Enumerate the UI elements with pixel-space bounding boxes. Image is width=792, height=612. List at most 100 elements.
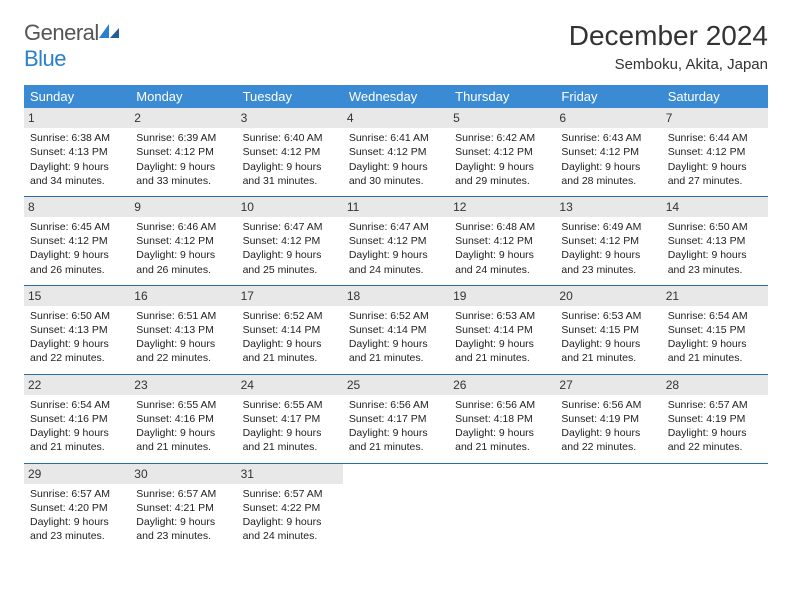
day-cell: 30Sunrise: 6:57 AMSunset: 4:21 PMDayligh… <box>130 463 236 551</box>
daylight-text: Daylight: 9 hours <box>136 426 230 440</box>
daylight-text: Daylight: 9 hours <box>455 337 549 351</box>
daylight-text: Daylight: 9 hours <box>668 426 762 440</box>
sunset-text: Sunset: 4:21 PM <box>136 501 230 515</box>
logo-part2: Blue <box>24 46 66 71</box>
day-number: 22 <box>24 375 130 395</box>
dow-sun: Sunday <box>24 85 130 108</box>
daylight-text: Daylight: 9 hours <box>243 160 337 174</box>
day-number: 25 <box>343 375 449 395</box>
week-row: 22Sunrise: 6:54 AMSunset: 4:16 PMDayligh… <box>24 374 768 463</box>
daylight-text: and 26 minutes. <box>30 263 124 277</box>
day-cell: 16 Sunrise: 6:51 AMSunset: 4:13 PMDayligh… <box>130 285 236 374</box>
day-cell: 23Sunrise: 6:55 AMSunset: 4:16 PMDayligh… <box>130 374 236 463</box>
daylight-text: Daylight: 9 hours <box>349 160 443 174</box>
daylight-text: Daylight: 9 hours <box>668 160 762 174</box>
daylight-text: Daylight: 9 hours <box>136 515 230 529</box>
sunset-text: Sunset: 4:12 PM <box>136 234 230 248</box>
day-number: 23 <box>130 375 236 395</box>
daylight-text: and 30 minutes. <box>349 174 443 188</box>
sunrise-text: Sunrise: 6:49 AM <box>561 220 655 234</box>
sunrise-text: Sunrise: 6:40 AM <box>243 131 337 145</box>
sunrise-text: Sunrise: 6:55 AM <box>136 398 230 412</box>
logo: GeneralBlue <box>24 20 123 72</box>
daylight-text: and 24 minutes. <box>349 263 443 277</box>
daylight-text: and 21 minutes. <box>349 440 443 454</box>
sunset-text: Sunset: 4:13 PM <box>668 234 762 248</box>
day-cell: 8Sunrise: 6:45 AMSunset: 4:12 PMDaylight… <box>24 196 130 285</box>
day-number: 15 <box>24 286 130 306</box>
day-number: 4 <box>343 108 449 128</box>
day-cell: 15 Sunrise: 6:50 AMSunset: 4:13 PMDayligh… <box>24 285 130 374</box>
sunrise-text: Sunrise: 6:50 AM <box>30 309 124 323</box>
sunset-text: Sunset: 4:13 PM <box>30 323 124 337</box>
daylight-text: Daylight: 9 hours <box>243 515 337 529</box>
sunrise-text: Sunrise: 6:52 AM <box>243 309 337 323</box>
daylight-text: Daylight: 9 hours <box>136 248 230 262</box>
calendar-page: GeneralBlue December 2024 Semboku, Akita… <box>0 0 792 571</box>
day-number: 11 <box>343 197 449 217</box>
day-cell: 25Sunrise: 6:56 AMSunset: 4:17 PMDayligh… <box>343 374 449 463</box>
day-number: 10 <box>237 197 343 217</box>
daylight-text: and 28 minutes. <box>561 174 655 188</box>
day-number: 16 <box>130 286 236 306</box>
sunrise-text: Sunrise: 6:43 AM <box>561 131 655 145</box>
daylight-text: Daylight: 9 hours <box>30 337 124 351</box>
daylight-text: and 24 minutes. <box>455 263 549 277</box>
daylight-text: and 22 minutes. <box>561 440 655 454</box>
dow-thu: Thursday <box>449 85 555 108</box>
day-number: 3 <box>237 108 343 128</box>
sunrise-text: Sunrise: 6:51 AM <box>136 309 230 323</box>
sunrise-text: Sunrise: 6:54 AM <box>30 398 124 412</box>
week-row: 29Sunrise: 6:57 AMSunset: 4:20 PMDayligh… <box>24 463 768 551</box>
sunrise-text: Sunrise: 6:56 AM <box>349 398 443 412</box>
dow-fri: Friday <box>555 85 661 108</box>
sunset-text: Sunset: 4:12 PM <box>243 234 337 248</box>
sunset-text: Sunset: 4:14 PM <box>243 323 337 337</box>
day-number: 8 <box>24 197 130 217</box>
daylight-text: and 22 minutes. <box>668 440 762 454</box>
day-cell: 12Sunrise: 6:48 AMSunset: 4:12 PMDayligh… <box>449 196 555 285</box>
sunrise-text: Sunrise: 6:50 AM <box>668 220 762 234</box>
daylight-text: and 31 minutes. <box>243 174 337 188</box>
day-cell: 9Sunrise: 6:46 AMSunset: 4:12 PMDaylight… <box>130 196 236 285</box>
day-number: 19 <box>449 286 555 306</box>
sunset-text: Sunset: 4:12 PM <box>455 234 549 248</box>
sunrise-text: Sunrise: 6:42 AM <box>455 131 549 145</box>
sunset-text: Sunset: 4:12 PM <box>349 234 443 248</box>
daylight-text: Daylight: 9 hours <box>30 426 124 440</box>
sunset-text: Sunset: 4:14 PM <box>349 323 443 337</box>
daylight-text: and 21 minutes. <box>243 351 337 365</box>
sunset-text: Sunset: 4:20 PM <box>30 501 124 515</box>
day-number: 1 <box>24 108 130 128</box>
sunset-text: Sunset: 4:15 PM <box>668 323 762 337</box>
day-cell: 18Sunrise: 6:52 AMSunset: 4:14 PMDayligh… <box>343 285 449 374</box>
day-cell: 22Sunrise: 6:54 AMSunset: 4:16 PMDayligh… <box>24 374 130 463</box>
day-number: 21 <box>662 286 768 306</box>
day-cell: 24Sunrise: 6:55 AMSunset: 4:17 PMDayligh… <box>237 374 343 463</box>
day-number: 24 <box>237 375 343 395</box>
daylight-text: and 21 minutes. <box>243 440 337 454</box>
daylight-text: Daylight: 9 hours <box>136 337 230 351</box>
sunset-text: Sunset: 4:13 PM <box>136 323 230 337</box>
day-cell: 14Sunrise: 6:50 AMSunset: 4:13 PMDayligh… <box>662 196 768 285</box>
daylight-text: Daylight: 9 hours <box>561 160 655 174</box>
daylight-text: Daylight: 9 hours <box>30 160 124 174</box>
sunrise-text: Sunrise: 6:53 AM <box>455 309 549 323</box>
daylight-text: and 21 minutes. <box>455 351 549 365</box>
daylight-text: Daylight: 9 hours <box>30 248 124 262</box>
daylight-text: Daylight: 9 hours <box>561 337 655 351</box>
sunrise-text: Sunrise: 6:55 AM <box>243 398 337 412</box>
sunrise-text: Sunrise: 6:47 AM <box>349 220 443 234</box>
day-cell: 27Sunrise: 6:56 AMSunset: 4:19 PMDayligh… <box>555 374 661 463</box>
daylight-text: and 26 minutes. <box>136 263 230 277</box>
day-number: 2 <box>130 108 236 128</box>
sunset-text: Sunset: 4:12 PM <box>561 145 655 159</box>
week-row: 8Sunrise: 6:45 AMSunset: 4:12 PMDaylight… <box>24 196 768 285</box>
day-number: 20 <box>555 286 661 306</box>
daylight-text: Daylight: 9 hours <box>455 426 549 440</box>
sunrise-text: Sunrise: 6:47 AM <box>243 220 337 234</box>
daylight-text: Daylight: 9 hours <box>455 160 549 174</box>
sunrise-text: Sunrise: 6:44 AM <box>668 131 762 145</box>
daylight-text: Daylight: 9 hours <box>136 160 230 174</box>
day-cell <box>449 463 555 551</box>
